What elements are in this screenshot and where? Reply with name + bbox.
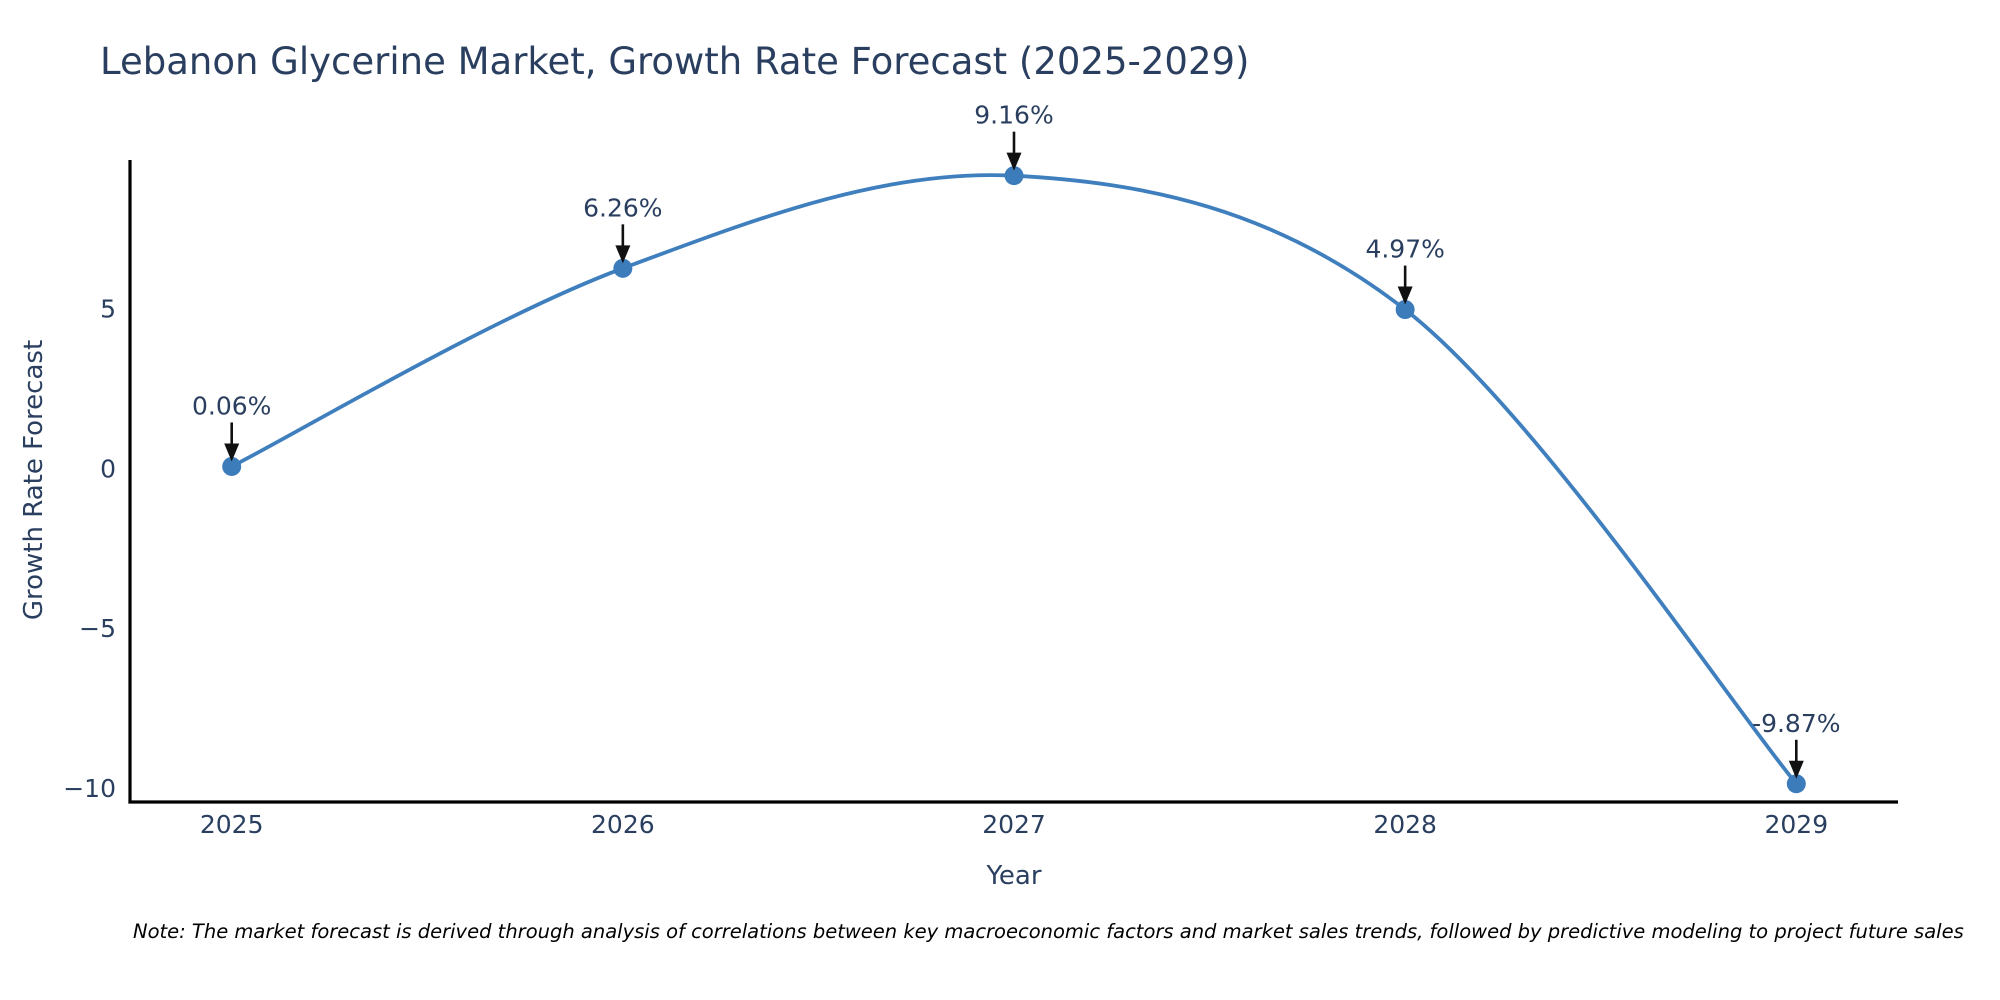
- data-point-2029[interactable]: [1786, 774, 1806, 794]
- y-tick-label: −10: [63, 774, 116, 803]
- annotation-arrowhead-icon: [1006, 152, 1022, 171]
- data-point-2027[interactable]: [1004, 166, 1024, 186]
- data-point-2025[interactable]: [222, 456, 242, 476]
- annotation-arrowhead-icon: [1788, 760, 1804, 779]
- x-axis-title: Year: [986, 861, 1042, 891]
- annotation-arrowhead-icon: [1397, 286, 1413, 305]
- footnote-text: Note: The market forecast is derived thr…: [133, 920, 1964, 943]
- x-tick-label: 2025: [200, 810, 264, 839]
- x-tick-label: 2029: [1764, 810, 1828, 839]
- data-point-2028[interactable]: [1395, 300, 1415, 320]
- data-point-2026[interactable]: [613, 258, 633, 278]
- annotation-label: 9.16%: [974, 101, 1053, 130]
- chart-title: Lebanon Glycerine Market, Growth Rate Fo…: [100, 40, 1250, 83]
- x-tick-label: 2028: [1373, 810, 1437, 839]
- x-tick-label: 2026: [591, 810, 655, 839]
- annotation-label: -9.87%: [1752, 709, 1840, 738]
- annotation-label: 4.97%: [1365, 235, 1444, 264]
- annotation-label: 6.26%: [583, 193, 662, 222]
- y-tick-label: −5: [79, 614, 116, 643]
- annotation-arrowhead-icon: [224, 443, 240, 462]
- annotation-arrowhead-icon: [615, 245, 631, 264]
- annotation-label: 0.06%: [192, 391, 271, 420]
- y-tick-label: 5: [100, 295, 116, 324]
- x-tick-label: 2027: [982, 810, 1046, 839]
- y-tick-label: 0: [100, 454, 116, 483]
- series-line: [229, 173, 1799, 786]
